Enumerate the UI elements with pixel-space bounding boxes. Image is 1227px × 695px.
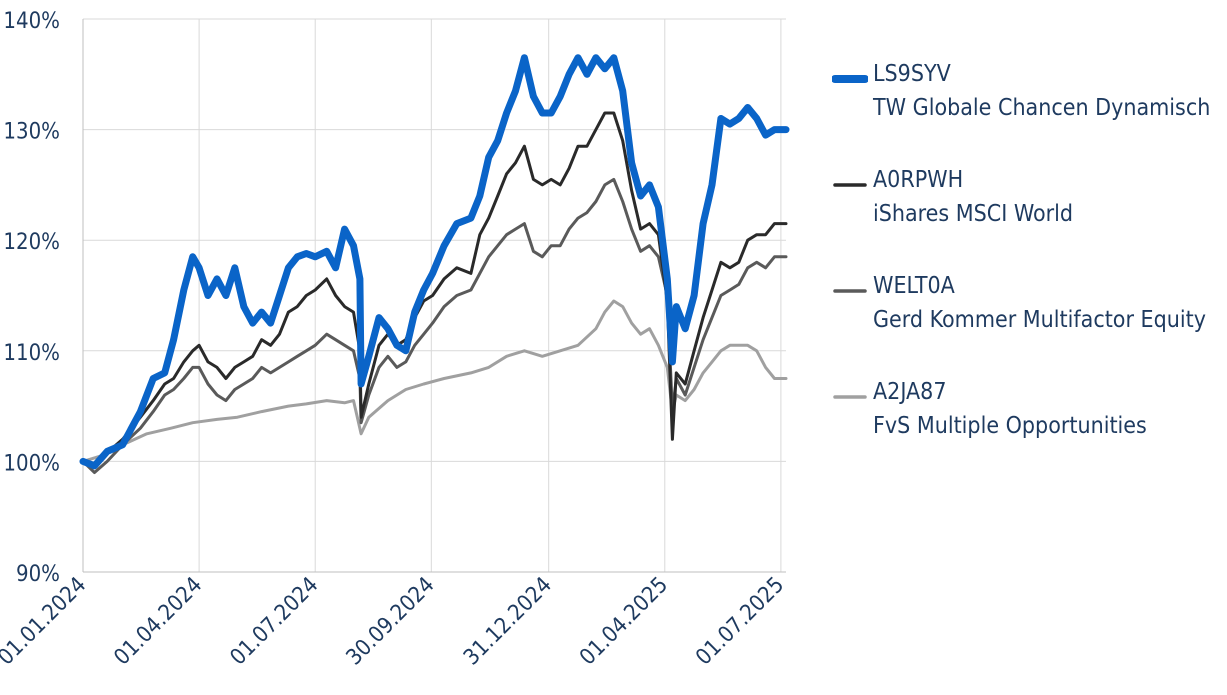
legend-swatch-2 (833, 289, 867, 293)
x-tick-label-2: 01.07.2024 (226, 573, 324, 671)
series-line-a0rpwh (81, 111, 788, 469)
y-tick-label-4: 130% (3, 120, 60, 145)
legend-name-2: Gerd Kommer Multifactor Equity (873, 307, 1206, 333)
x-tick-label-0: 01.01.2024 (0, 573, 91, 671)
legend-item-1[interactable]: A0RPWH iShares MSCI World (832, 164, 1227, 270)
x-tick-label-3: 30.09.2024 (342, 573, 440, 671)
series-lines (79, 54, 790, 474)
legend-swatch-0 (832, 75, 868, 83)
legend-swatch-3 (833, 395, 867, 399)
y-tick-label-0: 90% (16, 562, 60, 587)
y-tick-label-2: 110% (3, 341, 60, 366)
legend-code-1: A0RPWH (873, 167, 964, 193)
y-tick-label-5: 140% (3, 9, 60, 34)
y-tick-label-1: 100% (3, 451, 60, 476)
legend-item-2[interactable]: WELT0A Gerd Kommer Multifactor Equity (832, 270, 1227, 376)
legend-code-3: A2JA87 (873, 379, 947, 405)
x-axis-ticks: 01.01.2024 01.04.2024 01.07.2024 30.09.2024… (0, 573, 789, 671)
x-tick-label-6: 01.07.2025 (691, 573, 789, 671)
legend-name-0: TW Globale Chancen Dynamisch (873, 95, 1211, 121)
legend-code-2: WELT0A (873, 273, 955, 299)
grid-lines (82, 18, 786, 573)
legend-swatch-1 (833, 183, 867, 187)
legend-name-3: FvS Multiple Opportunities (873, 413, 1147, 439)
legend-item-0[interactable]: LS9SYV TW Globale Chancen Dynamisch (832, 58, 1227, 164)
series-line-ls9syv (79, 54, 790, 470)
x-tick-label-5: 01.04.2025 (575, 573, 673, 671)
legend: LS9SYV TW Globale Chancen Dynamisch A0RP… (832, 58, 1227, 482)
legend-code-0: LS9SYV (873, 61, 951, 87)
line-chart: 90%100%110%120%130%140% 01.01.2024 01.04.… (0, 9, 790, 671)
legend-name-1: iShares MSCI World (873, 201, 1074, 227)
series-line-a2ja87 (81, 299, 788, 463)
x-tick-label-4: 31.12.2024 (459, 573, 557, 671)
x-tick-label-1: 01.04.2024 (110, 573, 208, 671)
y-tick-label-3: 120% (3, 230, 60, 255)
legend-item-3[interactable]: A2JA87 FvS Multiple Opportunities (832, 376, 1227, 482)
y-axis-ticks: 90% 100% 110% 120% 130% 140% (3, 9, 60, 587)
